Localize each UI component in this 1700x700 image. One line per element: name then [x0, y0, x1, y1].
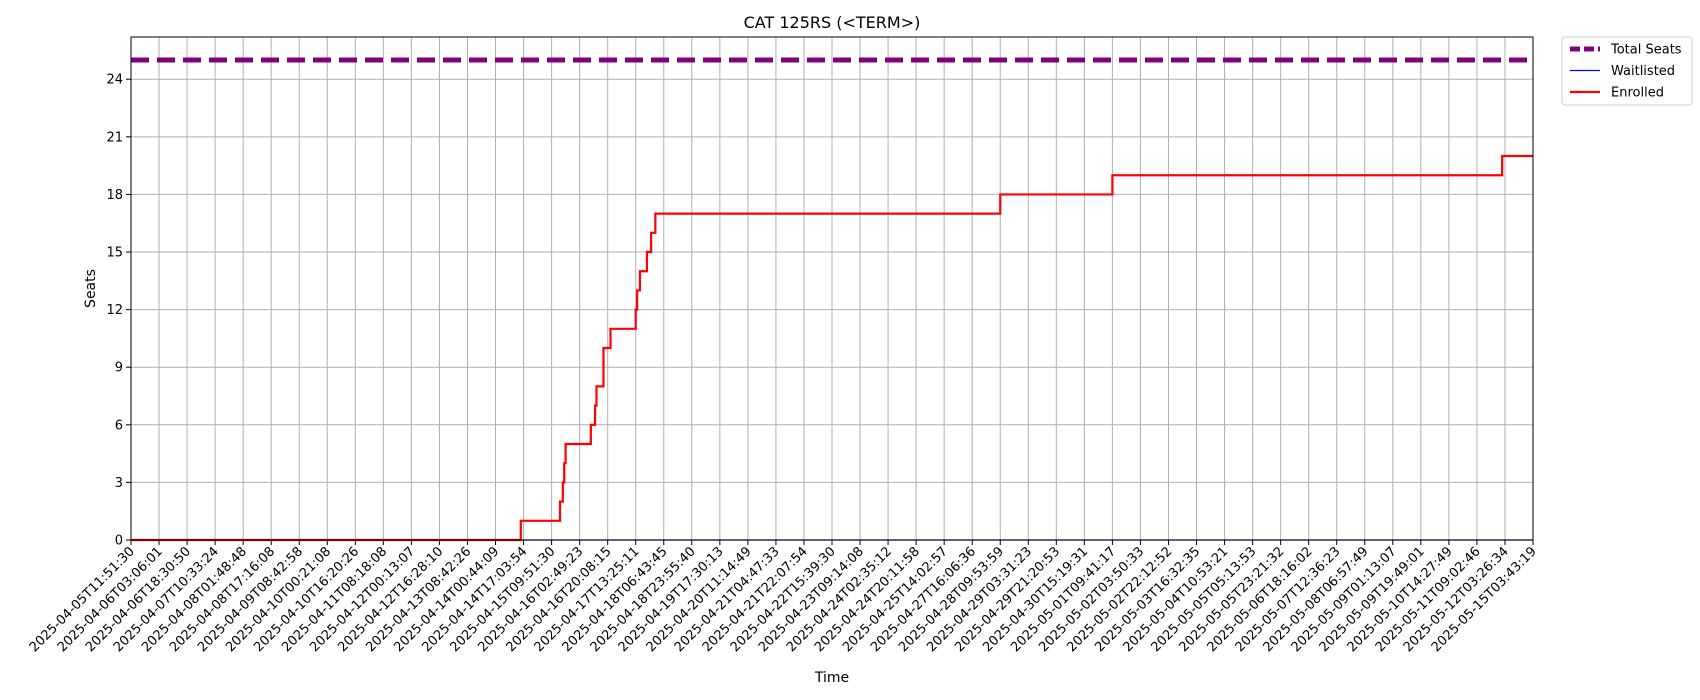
y-tick-label: 0	[115, 534, 123, 549]
legend-label-total-seats: Total Seats	[1610, 43, 1682, 58]
chart-title: CAT 125RS (<TERM>)	[744, 13, 921, 32]
series-line-enrolled	[131, 154, 1533, 542]
x-axis-title: Time	[814, 670, 849, 686]
y-axis: 0 3 6 9 12 15 18 21 24	[106, 73, 131, 549]
legend-label-waitlisted: Waitlisted	[1611, 64, 1675, 79]
y-tick-label: 3	[115, 476, 123, 491]
y-tick-label: 6	[115, 418, 123, 433]
x-axis: 2025-04-05T11:51:302025-04-06T03:06:0120…	[27, 540, 1540, 655]
y-tick-label: 18	[106, 188, 123, 203]
grid-lines	[130, 37, 1534, 541]
y-axis-title: Seats	[83, 269, 99, 308]
y-tick-label: 24	[106, 73, 123, 88]
y-tick-label: 12	[106, 303, 123, 318]
plot-frame	[130, 36, 1534, 541]
legend-box	[1561, 36, 1693, 106]
legend-label-enrolled: Enrolled	[1611, 86, 1664, 101]
y-tick-label: 21	[106, 130, 123, 145]
y-tick-label: 9	[115, 361, 123, 376]
y-tick-label: 15	[106, 246, 123, 261]
legend: Total Seats Waitlisted Enrolled	[1561, 36, 1693, 106]
